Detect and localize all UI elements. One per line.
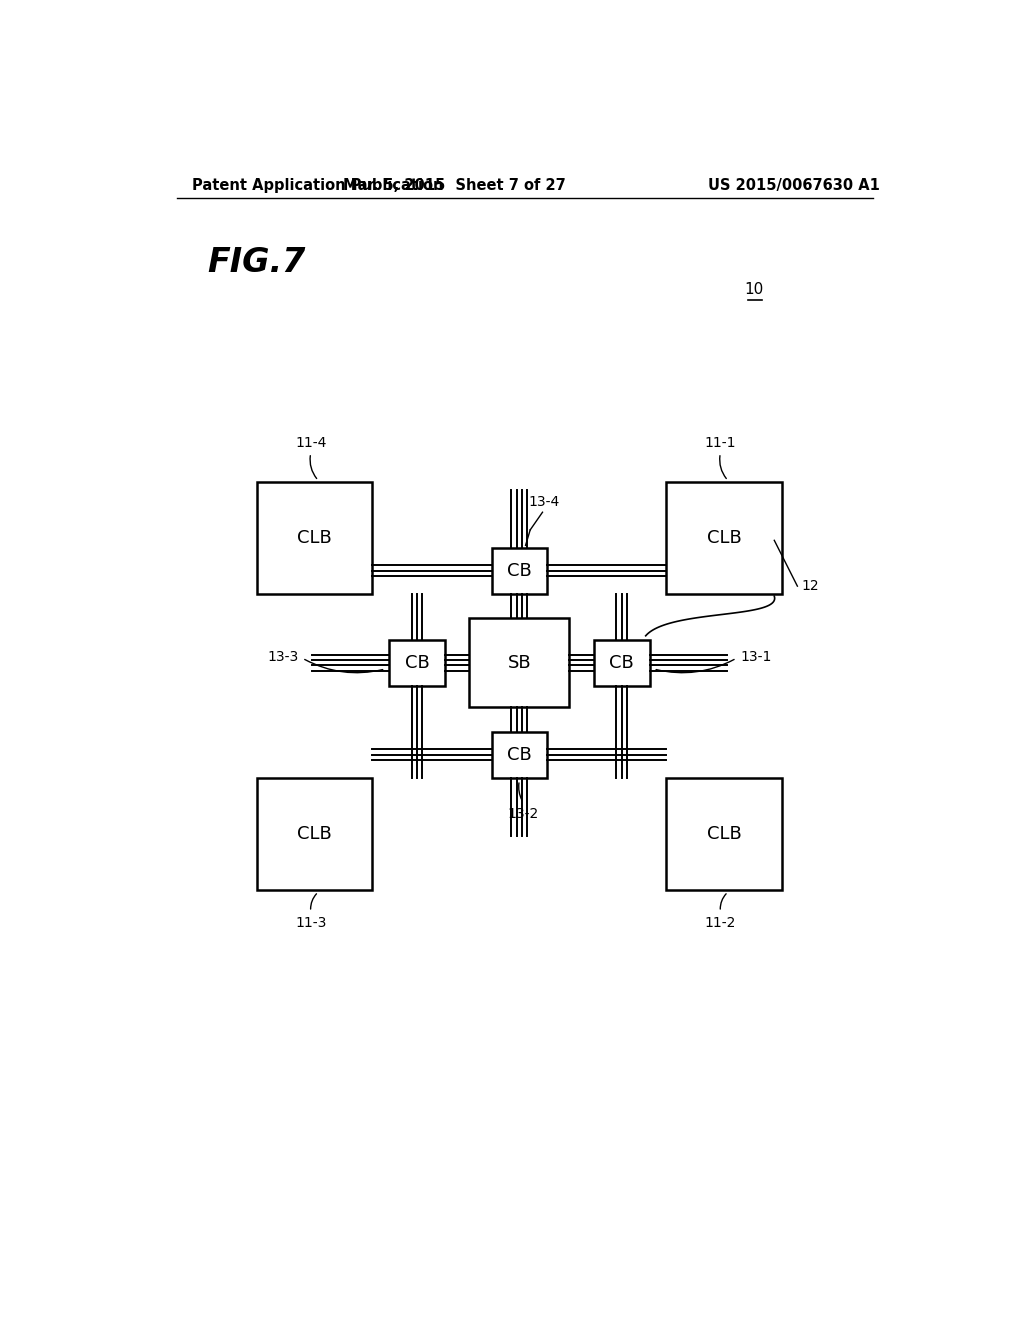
Bar [492,548,547,594]
Text: 11-1: 11-1 [705,436,736,450]
Text: 12: 12 [801,579,819,593]
Bar [492,731,547,777]
Bar [257,482,373,594]
Text: 10: 10 [744,282,764,297]
Text: CB: CB [404,653,429,672]
Text: CB: CB [507,746,531,764]
Text: 13-3: 13-3 [267,649,298,664]
Text: CLB: CLB [297,529,332,546]
Text: CLB: CLB [297,825,332,842]
Bar [667,777,782,890]
Text: CLB: CLB [707,529,741,546]
Text: FIG.7: FIG.7 [208,246,306,279]
Text: Patent Application Publication: Patent Application Publication [193,178,443,193]
Text: CLB: CLB [707,825,741,842]
Text: SB: SB [508,653,531,672]
Text: US 2015/0067630 A1: US 2015/0067630 A1 [708,178,880,193]
Bar [594,640,649,686]
Bar [667,482,782,594]
Text: 11-2: 11-2 [705,916,736,931]
Bar [469,619,569,708]
Text: CB: CB [507,562,531,579]
Text: 13-2: 13-2 [508,807,539,821]
Bar [389,640,444,686]
Text: Mar. 5, 2015  Sheet 7 of 27: Mar. 5, 2015 Sheet 7 of 27 [343,178,565,193]
Text: CB: CB [609,653,634,672]
Bar [257,777,373,890]
Text: 13-1: 13-1 [740,649,772,664]
Text: 11-4: 11-4 [295,436,327,450]
Text: 11-3: 11-3 [295,916,327,931]
Text: 13-4: 13-4 [528,495,560,510]
